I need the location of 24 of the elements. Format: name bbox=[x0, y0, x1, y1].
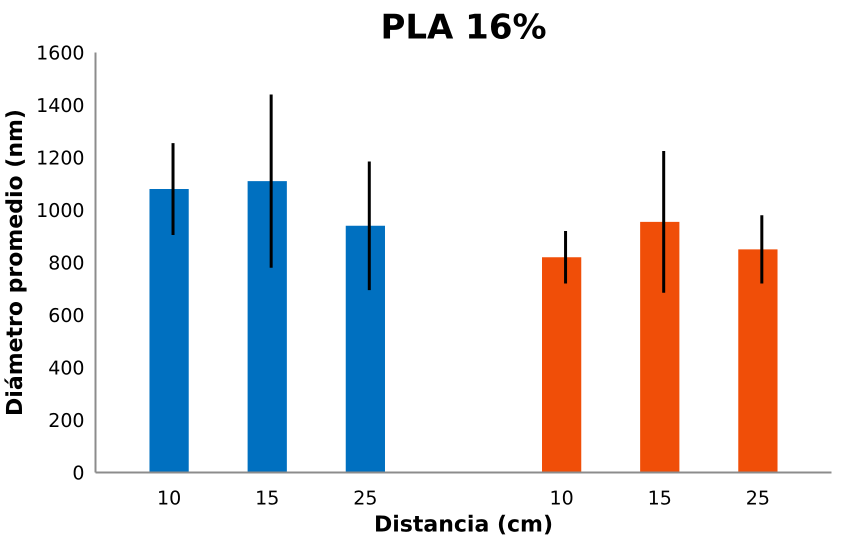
y-tick-label: 1200 bbox=[36, 148, 85, 170]
x-tick-label: 25 bbox=[746, 488, 770, 510]
bar bbox=[640, 222, 680, 472]
y-tick-label: 400 bbox=[48, 358, 84, 380]
bar bbox=[738, 249, 778, 472]
y-tick-label: 800 bbox=[48, 252, 84, 274]
y-tick-label: 1600 bbox=[36, 42, 85, 64]
bar bbox=[149, 189, 189, 472]
x-tick-label: 10 bbox=[550, 488, 574, 510]
y-axis-title: Diámetro promedio (nm) bbox=[3, 109, 28, 416]
bar bbox=[542, 257, 582, 472]
x-tick-label: 25 bbox=[353, 488, 378, 510]
x-axis-title: Distancia (cm) bbox=[374, 512, 554, 538]
y-tick-label: 1400 bbox=[36, 95, 85, 117]
x-tick-label: 10 bbox=[157, 488, 182, 510]
x-tick-label: 15 bbox=[648, 488, 672, 510]
y-tick-label: 600 bbox=[48, 305, 84, 327]
chart-title: PLA 16% bbox=[380, 8, 547, 48]
bar bbox=[248, 181, 287, 472]
y-tick-label: 0 bbox=[72, 462, 85, 484]
x-tick-label: 15 bbox=[255, 488, 280, 510]
y-tick-label: 200 bbox=[48, 410, 84, 432]
bar bbox=[346, 226, 385, 472]
y-tick-label: 1000 bbox=[36, 200, 85, 222]
